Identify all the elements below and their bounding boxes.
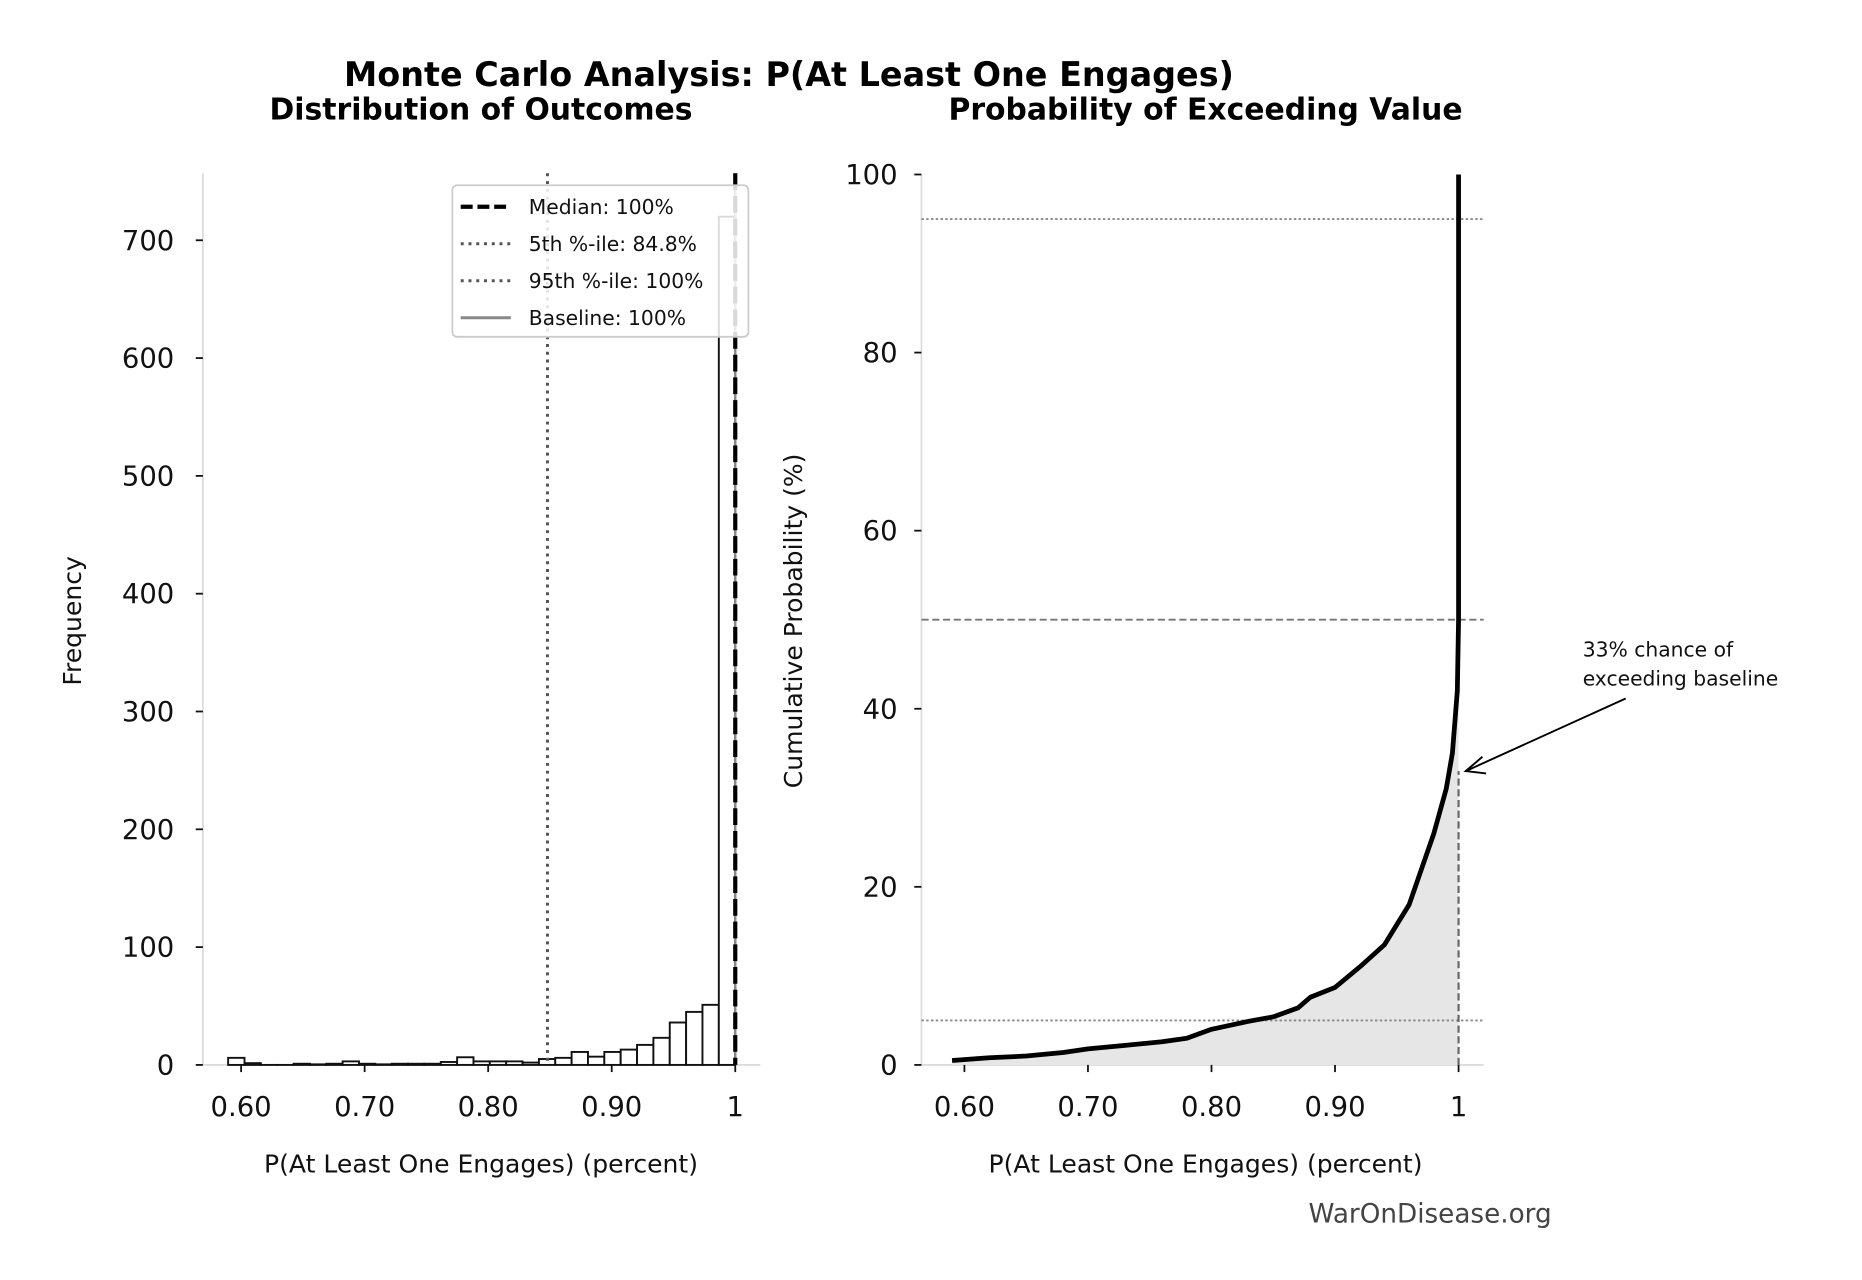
- exceedance-panel: 0.60 0.70 0.80 0.90 1 0 20 40 60 80 100: [845, 160, 1627, 1123]
- histogram-bar: [407, 1062, 426, 1066]
- x-tick-label: 0.60: [934, 1092, 995, 1123]
- right-subtitle: Probability of Exceeding Value: [948, 93, 1462, 128]
- exceedance-curve: [951, 174, 1461, 1063]
- histogram-bar: [701, 1003, 720, 1066]
- histogram-bar: [717, 215, 737, 1066]
- histogram-bar: [587, 1055, 606, 1066]
- x-tick-label: 0.80: [458, 1092, 519, 1123]
- y-tick-label: 20: [863, 872, 898, 903]
- histogram-bar: [636, 1043, 655, 1066]
- annotation-arrow: [1465, 697, 1627, 772]
- histogram-bar: [652, 1036, 671, 1066]
- exceedance-fill: [952, 174, 1459, 1065]
- watermark: WarOnDisease.org: [1309, 1199, 1552, 1229]
- histogram-bar: [341, 1060, 360, 1066]
- annotation-line2: exceeding baseline: [1583, 666, 1779, 690]
- annotation-line1: 33% chance of: [1583, 638, 1734, 662]
- histogram-bar: [505, 1060, 524, 1066]
- right-ylabel: Cumulative Probability (%): [779, 454, 808, 789]
- y-tick-label: 100: [845, 160, 897, 191]
- x-tick-label: 0.60: [211, 1092, 272, 1123]
- histogram-bar: [374, 1063, 393, 1066]
- x-tick-label: 0.90: [1304, 1092, 1365, 1123]
- histogram-bar: [292, 1062, 311, 1066]
- left-ylabel: Frequency: [58, 556, 87, 686]
- legend-label: 5th %-ile: 84.8%: [529, 232, 697, 256]
- histogram-bar: [619, 1048, 638, 1066]
- y-tick-label: 100: [122, 933, 174, 964]
- x-tick-label: 0.90: [581, 1092, 642, 1123]
- histogram-bar: [243, 1062, 262, 1066]
- y-tick-label: 700: [122, 226, 174, 257]
- y-tick-label: 0: [157, 1050, 174, 1081]
- legend-box: [451, 184, 750, 338]
- main-title: Monte Carlo Analysis: P(At Least One Eng…: [344, 55, 1234, 94]
- histogram-bar: [570, 1051, 589, 1066]
- x-tick-label: 1: [727, 1092, 744, 1123]
- histogram-bar: [472, 1060, 491, 1066]
- y-tick-label: 40: [863, 694, 898, 725]
- y-tick-label: 300: [122, 697, 174, 728]
- x-tick-label: 1: [1450, 1092, 1467, 1123]
- histogram-bar: [603, 1051, 622, 1066]
- right-xlabel: P(At Least One Engages) (percent): [989, 1149, 1423, 1178]
- y-tick-label: 80: [863, 338, 898, 369]
- histogram-bar: [423, 1062, 442, 1066]
- arrowhead-icon: [1463, 756, 1487, 775]
- histogram-bar: [325, 1062, 344, 1066]
- histogram-bar: [358, 1062, 377, 1066]
- legend-label: 95th %-ile: 100%: [529, 269, 704, 293]
- x-tick-label: 0.70: [334, 1092, 395, 1123]
- legend-label: Median: 100%: [529, 195, 674, 219]
- left-subtitle: Distribution of Outcomes: [269, 93, 692, 128]
- legend-label: Baseline: 100%: [529, 306, 686, 330]
- histogram-bar: [456, 1056, 475, 1066]
- histogram-bar: [521, 1061, 540, 1066]
- histogram-bar: [668, 1021, 688, 1066]
- histogram-bar: [488, 1060, 508, 1066]
- y-tick-label: 600: [122, 344, 174, 375]
- x-tick-label: 0.70: [1057, 1092, 1118, 1123]
- y-tick-label: 0: [880, 1050, 897, 1081]
- histogram-bar: [390, 1062, 410, 1066]
- histogram-bar: [554, 1056, 573, 1066]
- y-tick-label: 400: [122, 579, 174, 610]
- histogram-bar: [439, 1061, 459, 1066]
- legend: Median: 100% 5th %-ile: 84.8% 95th %-ile: …: [451, 184, 750, 338]
- y-tick-label: 200: [122, 815, 174, 846]
- histogram-bar: [685, 1010, 704, 1066]
- y-tick-label: 60: [863, 516, 898, 547]
- y-tick-label: 500: [122, 461, 174, 492]
- histogram-bar: [227, 1056, 246, 1066]
- left-xlabel: P(At Least One Engages) (percent): [264, 1149, 698, 1178]
- x-tick-label: 0.80: [1181, 1092, 1242, 1123]
- histogram-bar: [308, 1063, 328, 1066]
